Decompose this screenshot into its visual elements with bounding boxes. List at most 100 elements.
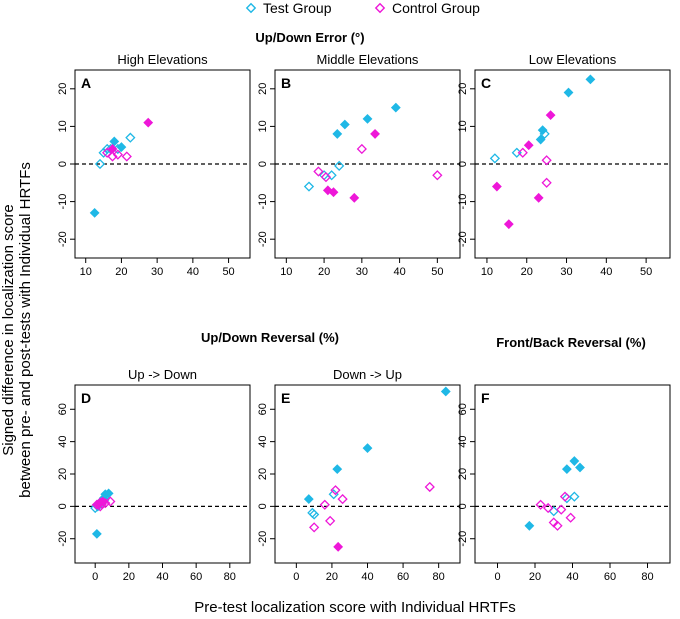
data-point-control-filled — [107, 144, 118, 154]
data-point-test-open — [548, 506, 559, 517]
data-point-test-filled — [339, 119, 350, 130]
y-tick-label: 10 — [457, 120, 469, 132]
y-axis-label-line1: Signed difference in localization score — [0, 204, 17, 456]
plot-frame — [74, 384, 251, 564]
y-tick-label: -10 — [57, 194, 69, 210]
x-tick-label: 60 — [190, 571, 202, 583]
x-tick-label: 40 — [600, 266, 612, 278]
x-tick-label: 10 — [80, 266, 92, 278]
x-tick-label: 50 — [640, 266, 652, 278]
data-point-test-open — [303, 181, 315, 192]
legend-test-label: Test Group — [263, 0, 332, 16]
data-point-control-filled — [523, 140, 534, 151]
data-point-test-filled — [561, 464, 572, 475]
panel-title: Middle Elevations — [317, 52, 419, 67]
data-point-control-open — [309, 522, 320, 533]
x-tick-label: 20 — [123, 571, 135, 583]
y-tick-label: 60 — [57, 403, 69, 415]
legend-control-marker — [374, 2, 386, 14]
data-point-test-open — [328, 489, 339, 500]
y-tick-label: 20 — [457, 83, 469, 95]
panel-f: F 0 20 40 60 80 -20 0 20 40 60 — [457, 384, 671, 583]
data-point-control-open — [517, 147, 528, 158]
plot-frame — [274, 384, 461, 564]
data-point-control-open — [337, 493, 348, 505]
x-tick-label: 20 — [521, 266, 533, 278]
x-tick-label: 30 — [560, 266, 572, 278]
data-point-test-filled — [575, 462, 585, 473]
data-point-control-open — [121, 151, 132, 162]
legend: Test Group Control Group — [245, 0, 480, 16]
panel-letter: F — [481, 390, 490, 406]
x-tick-label: 40 — [361, 571, 373, 583]
y-tick-label: -20 — [257, 231, 269, 247]
data-point-control-open — [112, 149, 123, 160]
data-point-test-filled — [91, 528, 102, 539]
data-point-test-open — [94, 158, 106, 170]
y-tick-label: 20 — [57, 83, 69, 95]
x-tick-label: 10 — [280, 266, 292, 278]
x-tick-label: 60 — [604, 571, 616, 583]
y-tick-label: -20 — [457, 231, 469, 247]
x-tick-label: 0 — [293, 571, 299, 583]
data-point-control-open — [356, 143, 367, 155]
data-point-control-open — [565, 512, 576, 523]
data-point-test-open — [489, 153, 501, 164]
y-tick-label: 0 — [457, 161, 469, 167]
data-point-test-filled — [524, 520, 535, 531]
y-tick-label: -20 — [257, 531, 269, 547]
x-tick-label: 20 — [115, 266, 127, 278]
x-tick-label: 20 — [318, 266, 330, 278]
data-point-test-open — [569, 491, 580, 502]
data-point-test-open — [98, 147, 109, 158]
x-tick-label: 40 — [156, 571, 168, 583]
legend-test-marker — [245, 2, 257, 14]
plot-frame — [474, 384, 671, 564]
data-point-control-open — [432, 170, 443, 181]
y-tick-label: 20 — [457, 468, 469, 480]
y-tick-label: 10 — [257, 120, 269, 132]
data-point-test-filled — [535, 134, 546, 145]
data-point-control-filled — [491, 181, 502, 192]
x-tick-label: 0 — [92, 571, 98, 583]
data-point-control-open — [325, 515, 336, 527]
x-tick-label: 20 — [529, 571, 541, 583]
data-point-control-open — [541, 155, 552, 166]
data-point-control-open — [559, 491, 571, 502]
section-title-updown-error: Up/Down Error (°) — [255, 30, 364, 45]
y-tick-label: 60 — [257, 403, 269, 415]
data-point-control-filled — [333, 541, 344, 552]
panel-letter: B — [281, 75, 291, 91]
data-point-test-filled — [303, 494, 314, 504]
data-point-control-filled — [503, 219, 514, 230]
data-point-control-open — [320, 172, 332, 183]
x-tick-label: 80 — [224, 571, 236, 583]
y-tick-label: 40 — [57, 436, 69, 448]
data-point-test-filled — [116, 142, 127, 152]
data-point-test-open — [125, 132, 136, 143]
data-point-control-filled — [545, 110, 556, 121]
panels: A High Elevations 10 20 30 40 50 -20 -10 0 10 20 B Mi… — [57, 52, 671, 583]
data-point-test-open — [511, 147, 522, 158]
data-point-control-open — [313, 166, 324, 177]
panel-letter: D — [81, 390, 91, 406]
panel-e: E Down -> Up 0 20 40 60 80 -20 0 20 40 60 — [257, 367, 461, 583]
x-tick-label: 30 — [356, 266, 368, 278]
x-tick-label: 40 — [393, 266, 405, 278]
y-tick-label: 20 — [257, 468, 269, 480]
panel-title: Down -> Up — [333, 367, 402, 382]
panel-a: A High Elevations 10 20 30 40 50 -20 -10 0 10 20 — [57, 52, 251, 278]
data-point-test-filled — [390, 102, 401, 113]
data-point-test-filled — [332, 464, 343, 475]
y-tick-label: 20 — [57, 468, 69, 480]
data-point-control-open — [102, 147, 113, 158]
data-point-control-filled — [97, 496, 108, 507]
data-point-test-filled — [585, 74, 596, 85]
data-point-control-open — [330, 485, 341, 496]
data-point-control-open — [319, 499, 330, 510]
x-tick-label: 40 — [187, 266, 199, 278]
y-tick-label: -20 — [457, 531, 469, 547]
y-tick-label: 0 — [57, 503, 69, 509]
y-tick-label: -10 — [257, 194, 269, 210]
